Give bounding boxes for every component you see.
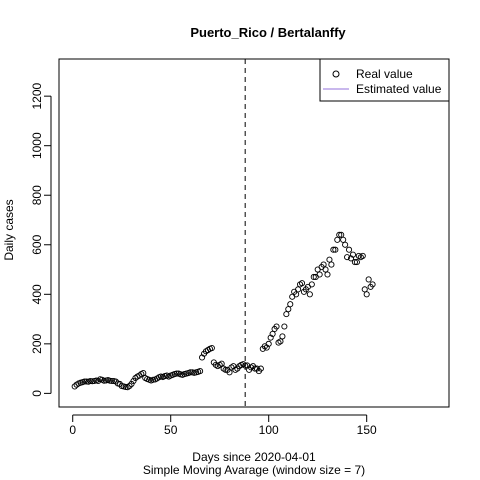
data-point [285, 306, 292, 313]
data-point [326, 256, 333, 263]
x-axis: 0 50 100 150 [69, 414, 377, 437]
data-point [336, 231, 343, 238]
data-point [269, 330, 276, 337]
data-point [316, 271, 323, 278]
data-point [330, 246, 337, 253]
y-tick-label: 0 [30, 390, 44, 397]
data-point [293, 291, 300, 298]
data-point [226, 369, 233, 376]
data-point [359, 252, 366, 259]
data-point [187, 369, 194, 376]
data-point [95, 377, 102, 385]
data-point [106, 377, 114, 384]
chart-title: Puerto_Rico / Bertalanffy [190, 25, 346, 40]
legend-box [319, 58, 450, 102]
data-point [344, 254, 351, 261]
data-point [273, 323, 280, 330]
data-point [287, 301, 294, 308]
data-point [81, 378, 88, 385]
data-point [281, 323, 288, 330]
data-point [265, 340, 272, 347]
x-tick-label: 50 [164, 423, 178, 437]
data-point [306, 291, 313, 298]
data-point [257, 365, 264, 372]
x-tick-label: 100 [259, 423, 279, 437]
plot-frame [58, 58, 450, 408]
y-axis: 0 200 400 600 800 1000 1200 [30, 82, 52, 397]
data-point [83, 378, 90, 385]
legend: Real value Estimated value [319, 58, 450, 102]
data-point [101, 377, 108, 384]
data-point [349, 251, 357, 258]
x-axis-label: Days since 2020-04-01 [192, 450, 316, 464]
data-point [308, 281, 315, 288]
data-point [338, 231, 345, 238]
data-point [353, 259, 360, 266]
data-point [295, 286, 302, 293]
data-point [87, 377, 94, 385]
data-point [173, 370, 180, 377]
y-tick-label: 1000 [30, 132, 44, 159]
data-point [71, 383, 78, 390]
data-point [150, 376, 157, 383]
data-point [208, 345, 215, 352]
data-point [361, 286, 368, 293]
data-point [365, 276, 372, 283]
data-point [324, 271, 331, 278]
y-axis-label: Daily cases [2, 199, 16, 260]
data-point [277, 338, 284, 345]
y-tick-label: 200 [30, 334, 44, 354]
data-point [334, 236, 341, 243]
real-value-series [71, 231, 376, 391]
legend-real-value-symbol [332, 70, 340, 78]
data-point [108, 377, 115, 385]
data-point [89, 378, 96, 385]
data-point [340, 236, 347, 243]
data-point [310, 273, 317, 281]
data-point [332, 246, 339, 253]
y-tick-label: 600 [30, 234, 44, 254]
data-point [283, 311, 290, 318]
y-tick-label: 1200 [30, 82, 44, 109]
y-tick-label: 800 [30, 185, 44, 205]
data-point [242, 362, 249, 369]
x-tick-label: 0 [69, 423, 76, 437]
data-point [298, 280, 306, 287]
data-point [363, 291, 370, 298]
data-point [346, 246, 353, 253]
data-point [351, 259, 358, 266]
data-point [328, 261, 335, 268]
data-point [369, 281, 376, 288]
x-tick-label: 150 [357, 423, 377, 437]
data-point [320, 261, 327, 268]
y-tick-label: 400 [30, 284, 44, 304]
data-point [279, 333, 286, 340]
legend-real-value-label: Real value [356, 67, 413, 81]
legend-estimated-value-label: Estimated value [356, 82, 442, 96]
data-point [126, 382, 133, 389]
data-point [342, 241, 349, 248]
data-point [322, 266, 329, 273]
data-point [218, 360, 225, 367]
x-axis-sublabel: Simple Moving Avarage (window size = 7) [143, 463, 365, 477]
data-point [140, 370, 147, 377]
data-point [122, 383, 129, 390]
data-point [197, 368, 204, 375]
